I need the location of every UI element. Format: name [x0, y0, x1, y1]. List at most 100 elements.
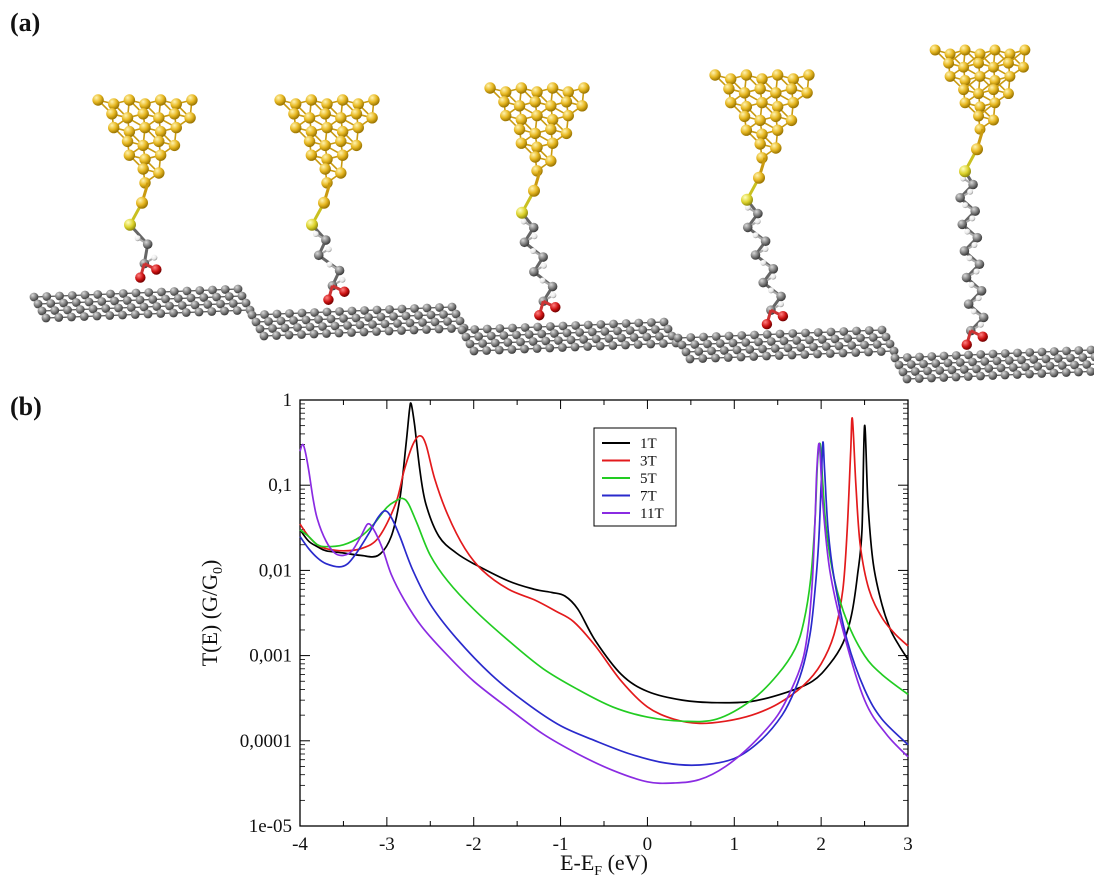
molecular-structures [29, 44, 1094, 384]
carbon-atom [220, 306, 229, 316]
carbon-atom [84, 297, 94, 307]
carbon-atom [621, 340, 630, 350]
gold-atom [108, 98, 120, 110]
carbon-atom [533, 322, 543, 332]
carbon-atom [976, 286, 987, 296]
carbon-atom [792, 336, 802, 345]
gold-atom [546, 113, 559, 126]
x-tick-label: 1 [730, 834, 740, 855]
gold-atom [168, 139, 181, 152]
carbon-atom [596, 320, 606, 329]
gold-atom [545, 155, 557, 167]
gold-tip [709, 69, 815, 164]
carbon-atom [470, 325, 480, 334]
panel-b-label: (b) [10, 392, 42, 421]
carbon-atom [642, 332, 652, 342]
gold-atom [576, 100, 588, 112]
gold-atom [754, 83, 766, 95]
gold-atom [740, 124, 753, 136]
carbon-atom [208, 285, 217, 295]
carbon-atom [898, 367, 908, 377]
gold-atom [725, 96, 737, 109]
carbon-atom [293, 323, 302, 332]
carbon-atom [868, 333, 878, 342]
carbon-atom [71, 298, 81, 307]
carbon-atom [368, 320, 377, 329]
carbon-atom [963, 299, 974, 309]
carbon-atom [659, 317, 669, 327]
carbon-atom [914, 374, 924, 383]
gold-atom [770, 87, 782, 99]
gold-atom [973, 57, 984, 69]
alkyl-chain [516, 170, 561, 321]
graphene-sheet [457, 317, 681, 356]
carbon-atom [232, 306, 242, 315]
gold-atom [123, 94, 136, 106]
carbon-atom [570, 342, 580, 352]
carbon-atom [494, 345, 504, 355]
carbon-atom [247, 310, 257, 320]
carbon-atom [571, 321, 581, 330]
carbon-atom [280, 323, 290, 333]
gold-tip [484, 82, 590, 177]
gold-atom [988, 61, 999, 73]
carbon-atom [996, 363, 1006, 373]
carbon-atom [422, 325, 431, 334]
carbon-atom [843, 334, 853, 343]
hydrogen-atom [550, 292, 557, 299]
hydrogen-atom [325, 246, 332, 253]
carbon-atom [583, 342, 593, 351]
carbon-atom [972, 232, 983, 243]
carbon-atom [579, 335, 589, 344]
gold-atom [973, 88, 984, 100]
carbon-atom [972, 364, 981, 374]
carbon-atom [335, 307, 344, 316]
carbon-atom [715, 339, 725, 348]
gold-atom [305, 125, 318, 138]
gold-atom [1019, 44, 1031, 56]
gold-atom [531, 141, 543, 153]
gold-atom [305, 94, 318, 106]
carbon-atom [330, 321, 340, 331]
carbon-atom [97, 297, 107, 306]
carbon-atom [650, 325, 660, 334]
y-tick-label: 0,1 [268, 475, 292, 496]
hydrogen-atom [971, 241, 978, 248]
hydrogen-atom [530, 248, 537, 255]
carbon-atom [135, 295, 145, 305]
carbon-atom [801, 328, 810, 338]
gold-atom [531, 165, 543, 177]
carbon-atom [59, 298, 68, 308]
carbon-atom [343, 321, 352, 330]
carbon-atom [237, 291, 247, 301]
carbon-atom [55, 291, 64, 301]
carbon-atom [881, 332, 891, 342]
legend-label-1t: 1T [640, 436, 657, 452]
carbon-atom [224, 292, 234, 301]
gold-atom [500, 86, 512, 98]
series-line-3t [299, 417, 909, 725]
carbon-atom [910, 367, 920, 376]
carbon-atom [334, 265, 345, 276]
carbon-atom [347, 306, 357, 316]
carbon-atom [1000, 370, 1010, 380]
carbon-atom [1049, 347, 1059, 356]
gold-atom [515, 137, 528, 149]
carbon-atom [181, 308, 191, 317]
carbon-atom [864, 326, 874, 335]
carbon-atom [690, 340, 700, 349]
carbon-atom [67, 291, 77, 300]
carbon-atom [698, 354, 708, 363]
carbon-atom [310, 308, 319, 317]
carbon-atom [482, 346, 492, 355]
carbon-atom [852, 326, 861, 336]
carbon-atom [520, 323, 530, 332]
carbon-atom [992, 356, 1002, 366]
alkyl-chain [124, 182, 162, 283]
gold-atom [787, 73, 799, 85]
carbon-atom [742, 222, 753, 233]
gold-atom [989, 97, 1001, 109]
gold-atom [290, 121, 302, 134]
carbon-atom [1021, 362, 1030, 372]
carbon-atom [276, 316, 286, 326]
